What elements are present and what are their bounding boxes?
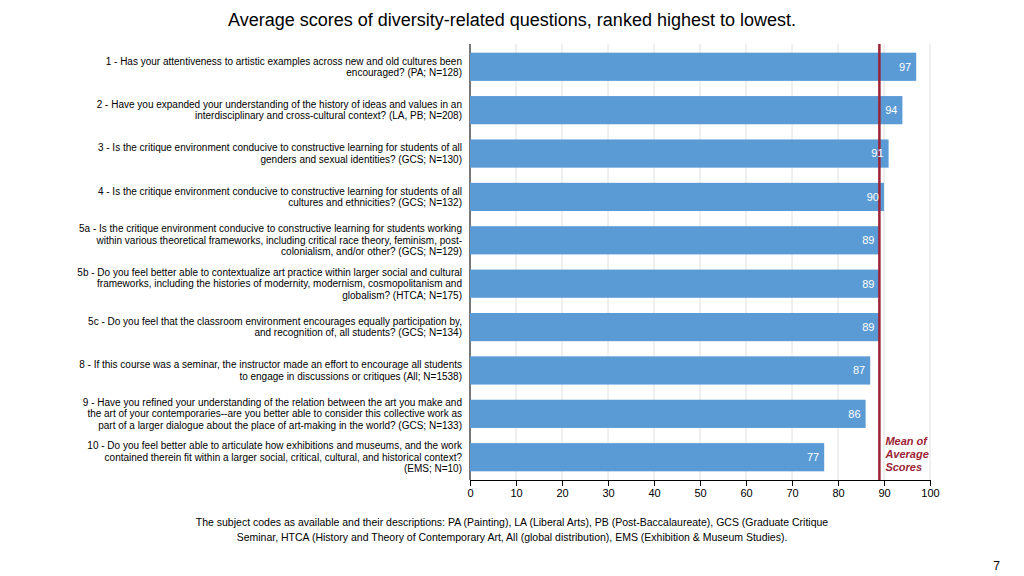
bar [470, 53, 916, 81]
title: Average scores of diversity-related ques… [228, 10, 796, 30]
tick-mark [930, 480, 931, 486]
tick-label: 90 [878, 487, 890, 499]
page-number: 7 [993, 559, 1000, 573]
footnote: The subject codes as available and their… [196, 516, 829, 528]
tick-mark [516, 480, 517, 486]
mean-label: Mean ofAverageScores [884, 435, 928, 472]
tick-label: 20 [556, 487, 568, 499]
data-label: 91 [871, 147, 883, 159]
tick-mark [838, 480, 839, 486]
data-label: 97 [899, 61, 911, 73]
bar [470, 270, 879, 298]
tick: 50 [694, 480, 706, 499]
tick-mark [654, 480, 655, 486]
tick-mark [608, 480, 609, 486]
tick: 10 [510, 480, 522, 499]
texts: 97 94 91 90 89 89 89 87 86 77 Mean ofAverageScores [807, 61, 929, 473]
tick: 70 [786, 480, 798, 499]
data-label: 77 [807, 451, 819, 463]
tick: 0 [467, 480, 473, 499]
plot: 0 10 20 30 40 50 60 70 80 90 100 97 94 91 90 89 89 89 87 86… [467, 44, 939, 499]
tick: 90 [878, 480, 890, 499]
bar [470, 183, 884, 211]
footnote: Seminar, HTCA (History and Theory of Con… [237, 531, 788, 543]
bar [470, 313, 879, 341]
tick-label: 30 [602, 487, 614, 499]
tick: 30 [602, 480, 614, 499]
category-label: 4 - Is the critique environment conduciv… [98, 186, 462, 209]
tick-label: 100 [921, 487, 939, 499]
bars [470, 44, 916, 480]
tick-label: 60 [740, 487, 752, 499]
category-label: 9 - Have you refined your understanding … [83, 397, 462, 431]
data-label: 89 [862, 234, 874, 246]
data-label: 87 [853, 364, 865, 376]
tick: 60 [740, 480, 752, 499]
tick: 80 [832, 480, 844, 499]
category-label: 1 - Has your attentiveness to artistic e… [106, 56, 462, 79]
data-label: 89 [862, 321, 874, 333]
tick: 20 [556, 480, 568, 499]
mean-line [878, 44, 881, 480]
category-label: 5a - Is the critique environment conduci… [79, 223, 462, 257]
bar [470, 139, 889, 167]
category-label: 5c - Do you feel that the classroom envi… [88, 316, 462, 339]
tick-mark [700, 480, 701, 486]
tick: 40 [648, 480, 660, 499]
tick-label: 10 [510, 487, 522, 499]
x-axis-line [471, 481, 931, 487]
tick-mark [746, 480, 747, 486]
category-label: 8 - If this course was a seminar, the in… [79, 359, 462, 382]
bar [470, 356, 870, 384]
category-label: 3 - Is the critique environment conduciv… [98, 142, 462, 165]
data-label: 86 [848, 408, 860, 420]
bar [470, 96, 902, 124]
data-label: 90 [867, 191, 879, 203]
x-axis: 0 10 20 30 40 50 60 70 80 90 100 [467, 480, 939, 499]
tick-mark [562, 480, 563, 486]
tick-label: 0 [467, 487, 473, 499]
data-label: 94 [885, 104, 897, 116]
tick-label: 50 [694, 487, 706, 499]
bar [470, 400, 866, 428]
tick-mark [470, 480, 471, 486]
tick-label: 40 [648, 487, 660, 499]
category-label: 5b - Do you feel better able to contextu… [77, 267, 462, 301]
category-label: 10 - Do you feel better able to articula… [87, 440, 463, 474]
bar [470, 226, 879, 254]
tick-mark [884, 480, 885, 486]
tick-mark [792, 480, 793, 486]
grid [470, 44, 930, 480]
data-label: 89 [862, 278, 874, 290]
tick: 100 [921, 480, 939, 499]
chart: Average scores of diversity-related ques… [0, 0, 1024, 576]
tick-label: 80 [832, 487, 844, 499]
category-label: 2 - Have you expanded your understanding… [97, 99, 462, 122]
bar [470, 443, 824, 471]
tick-label: 70 [786, 487, 798, 499]
grid-line [930, 44, 931, 480]
